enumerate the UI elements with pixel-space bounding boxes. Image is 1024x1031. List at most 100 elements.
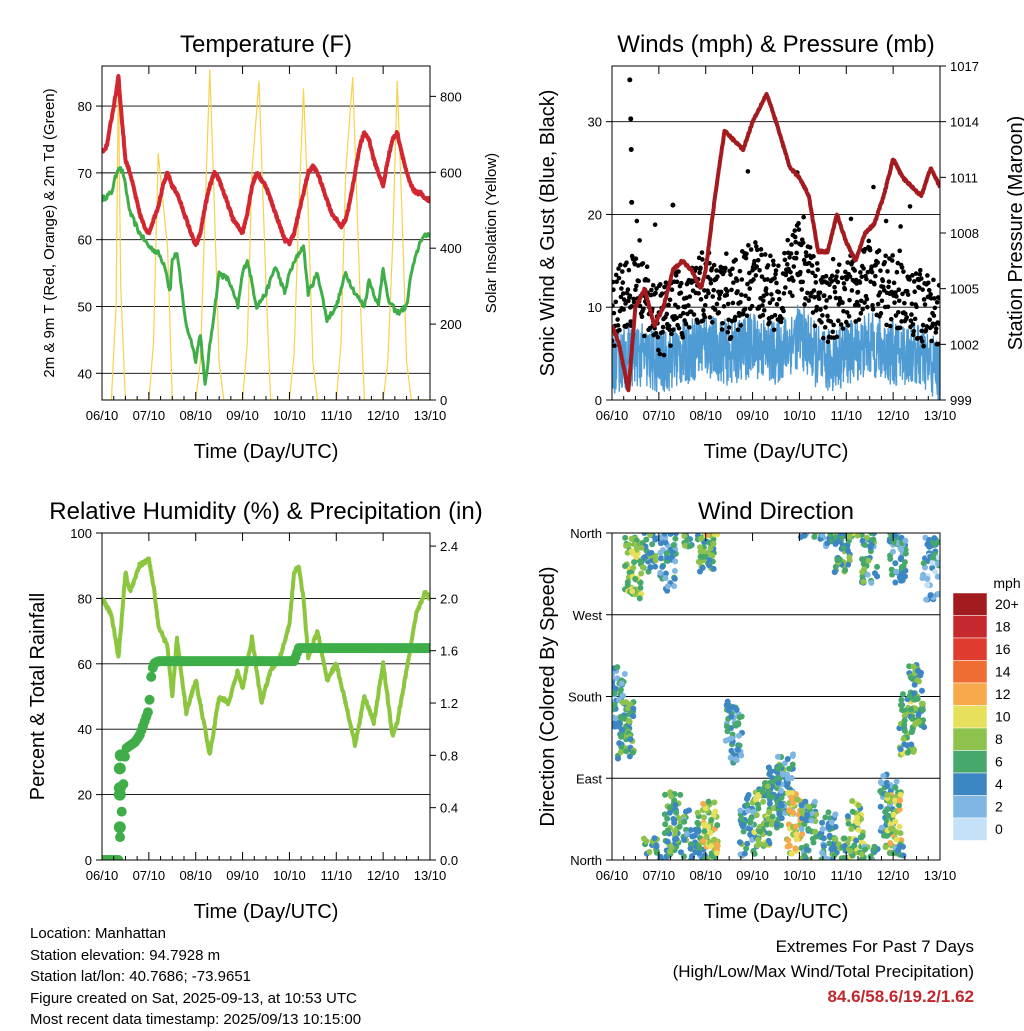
gust-point: [710, 294, 716, 299]
gust-point: [711, 262, 717, 268]
gust-point: [835, 269, 840, 274]
gust-point: [760, 303, 765, 308]
direction-point: [837, 533, 844, 537]
direction-point: [898, 571, 905, 578]
x-tick-label-3: 11/10: [830, 868, 862, 883]
gust-point: [726, 325, 732, 330]
gust-point: [830, 329, 835, 335]
gust-point: [931, 313, 937, 318]
legend-label: 4: [995, 776, 1003, 792]
direction-point: [893, 778, 900, 785]
x-axis-label-3: Time (Day/UTC): [704, 901, 849, 923]
gust-point: [671, 327, 676, 332]
gust-point: [629, 199, 635, 205]
direction-point: [811, 798, 818, 805]
gust-point: [768, 253, 773, 259]
gust-point: [675, 304, 681, 310]
gust-point: [724, 288, 730, 294]
direction-point: [892, 784, 899, 791]
y2-tick-label-1: 1017: [950, 59, 979, 74]
gust-point: [745, 169, 751, 174]
direction-point: [727, 754, 734, 761]
gust-point: [691, 312, 697, 317]
direction-point: [726, 707, 733, 714]
direction-point: [765, 764, 772, 771]
direction-point: [697, 535, 704, 542]
y2-tick-label-0: 200: [440, 317, 462, 332]
direction-point: [711, 836, 718, 843]
direction-point: [695, 828, 702, 835]
direction-point: [629, 588, 636, 595]
direction-point: [927, 592, 934, 599]
direction-point: [880, 772, 887, 779]
direction-point: [664, 838, 671, 845]
gust-point: [629, 304, 634, 309]
chart-title-2: Relative Humidity (%) & Precipitation (i…: [49, 498, 482, 525]
gust-point: [878, 268, 883, 273]
gust-point: [788, 251, 794, 256]
gust-point: [628, 116, 634, 122]
direction-point: [626, 569, 633, 576]
gust-point: [865, 269, 871, 275]
gust-point: [813, 280, 819, 285]
direction-point: [909, 715, 916, 722]
direction-point: [681, 533, 688, 540]
direction-point: [898, 546, 905, 553]
gust-point: [627, 77, 633, 83]
gust-point: [889, 258, 895, 263]
gust-point: [686, 303, 691, 308]
direction-point: [793, 831, 800, 838]
legend-label: 12: [995, 686, 1011, 702]
gust-point: [907, 204, 913, 209]
direction-point: [855, 802, 862, 809]
x-tick-label-1: 06/10: [596, 408, 629, 423]
direction-point: [712, 808, 719, 815]
gust-point: [812, 323, 818, 329]
gust-point: [717, 296, 722, 301]
gust-point: [621, 307, 627, 312]
gust-point: [832, 284, 837, 290]
direction-point: [897, 746, 904, 753]
precip-point: [423, 643, 430, 654]
legend-swatch: [952, 727, 988, 751]
direction-point: [871, 846, 878, 853]
gust-point: [926, 287, 932, 293]
direction-point: [664, 583, 671, 590]
wind-speed-line: [612, 304, 940, 400]
gust-point: [709, 266, 715, 271]
gust-point: [729, 287, 734, 293]
gust-point: [885, 304, 891, 310]
direction-point: [670, 815, 677, 822]
gust-point: [897, 248, 903, 254]
gust-point: [894, 294, 899, 299]
direction-point: [614, 664, 621, 671]
direction-point: [671, 583, 678, 590]
gust-point: [794, 250, 799, 256]
gust-point: [730, 266, 735, 272]
direction-point: [728, 747, 735, 754]
precip-point: [144, 694, 155, 705]
direction-point: [755, 792, 762, 799]
gust-point: [847, 297, 852, 303]
direction-point: [657, 540, 664, 547]
direction-point: [803, 816, 810, 823]
direction-point: [831, 852, 838, 859]
gust-point: [861, 266, 866, 271]
gust-point: [737, 268, 743, 274]
gust-point: [666, 323, 672, 329]
direction-point: [919, 575, 926, 582]
gust-point: [864, 276, 869, 282]
direction-point: [911, 746, 918, 753]
direction-point: [768, 821, 775, 828]
gust-point: [718, 289, 724, 295]
gust-point: [894, 269, 900, 275]
gust-point: [882, 259, 888, 265]
y-tick-label-0: 60: [78, 233, 92, 248]
direction-point: [841, 843, 848, 850]
direction-point: [778, 802, 785, 809]
direction-point: [652, 563, 659, 570]
x-tick-label-0: 08/10: [179, 408, 212, 423]
direction-point: [728, 735, 735, 742]
direction-point: [743, 845, 750, 852]
gust-point: [697, 270, 702, 276]
